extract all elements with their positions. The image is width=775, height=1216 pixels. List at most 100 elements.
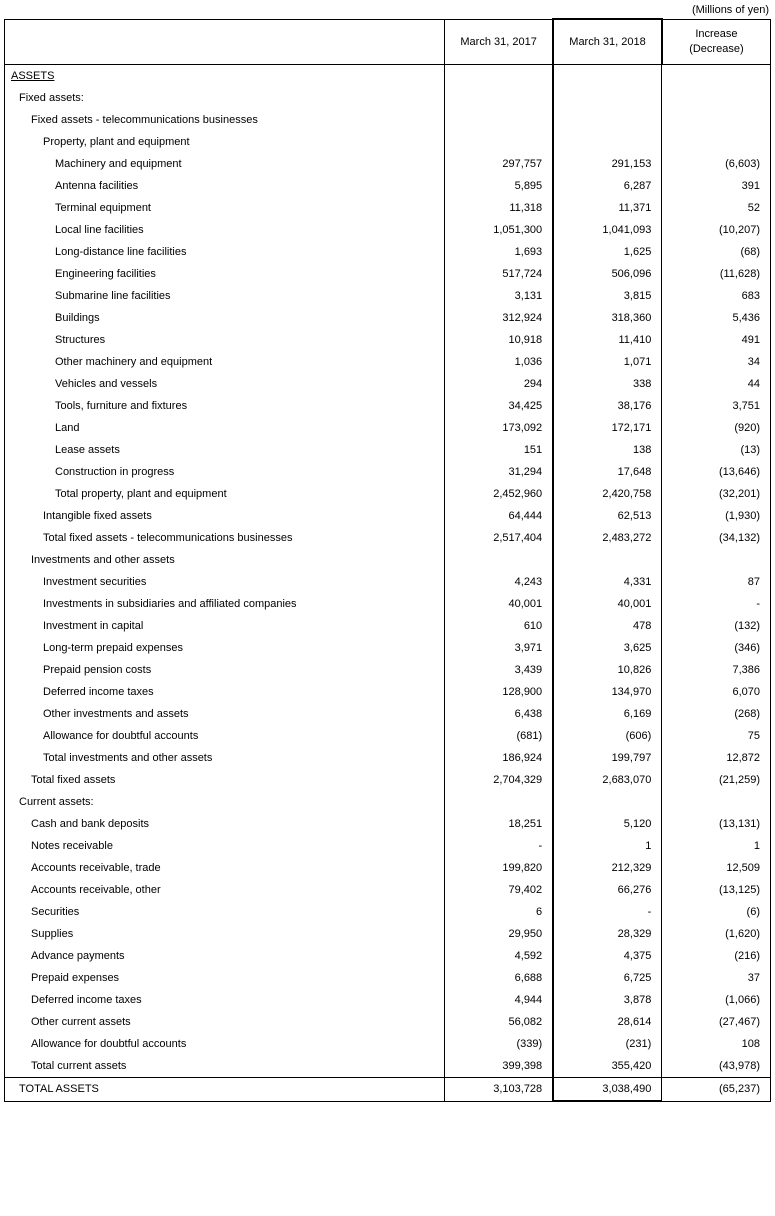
row-label: Supplies [5,923,445,945]
cell: 1 [553,835,662,857]
cell: 199,820 [445,857,554,879]
cell: (1,066) [662,989,771,1011]
cell: 4,944 [445,989,554,1011]
table-row: Fixed assets: [5,87,771,109]
table-row: Other investments and assets6,4386,169(2… [5,703,771,725]
cell: 2,483,272 [553,527,662,549]
section-title-row: ASSETS [5,65,771,88]
cell: 1,693 [445,241,554,263]
cell: 212,329 [553,857,662,879]
row-label: Deferred income taxes [5,989,445,1011]
header-col2: March 31, 2018 [553,19,662,65]
cell: 28,614 [553,1011,662,1033]
cell [662,791,771,813]
cell [662,131,771,153]
cell: 79,402 [445,879,554,901]
cell [445,65,554,88]
table-row: Engineering facilities517,724506,096(11,… [5,263,771,285]
cell [445,131,554,153]
cell: 6 [445,901,554,923]
row-label: Investments in subsidiaries and affiliat… [5,593,445,615]
cell [553,791,662,813]
row-label: Notes receivable [5,835,445,857]
cell [662,549,771,571]
table-body: ASSETS Fixed assets:Fixed assets - telec… [5,65,771,1102]
row-label: Total current assets [5,1055,445,1078]
table-row: Total property, plant and equipment2,452… [5,483,771,505]
cell: 5,895 [445,175,554,197]
cell: (681) [445,725,554,747]
cell: (13,125) [662,879,771,901]
table-row: Lease assets151138(13) [5,439,771,461]
cell: 3,103,728 [445,1078,554,1102]
cell: (1,620) [662,923,771,945]
row-label: Investments and other assets [5,549,445,571]
row-label: Long-distance line facilities [5,241,445,263]
table-row: Buildings312,924318,3605,436 [5,307,771,329]
row-label: Fixed assets: [5,87,445,109]
cell: 75 [662,725,771,747]
cell [553,549,662,571]
row-label: Total fixed assets [5,769,445,791]
cell: 391 [662,175,771,197]
cell: (346) [662,637,771,659]
cell: 3,038,490 [553,1078,662,1102]
cell: 186,924 [445,747,554,769]
table-row: Submarine line facilities3,1313,815683 [5,285,771,307]
cell: (339) [445,1033,554,1055]
cell: 6,070 [662,681,771,703]
row-label: Property, plant and equipment [5,131,445,153]
table-row: Fixed assets - telecommunications busine… [5,109,771,131]
table-row: Prepaid expenses6,6886,72537 [5,967,771,989]
table-row: Long-distance line facilities1,6931,625(… [5,241,771,263]
cell: 10,918 [445,329,554,351]
row-label: Total investments and other assets [5,747,445,769]
cell: (68) [662,241,771,263]
cell: 11,410 [553,329,662,351]
cell [662,65,771,88]
row-label: Land [5,417,445,439]
cell: 29,950 [445,923,554,945]
cell: (65,237) [662,1078,771,1102]
cell: 2,683,070 [553,769,662,791]
cell: (1,930) [662,505,771,527]
cell: (27,467) [662,1011,771,1033]
cell: - [553,901,662,923]
row-label: Machinery and equipment [5,153,445,175]
cell: 4,331 [553,571,662,593]
cell: 683 [662,285,771,307]
cell: 294 [445,373,554,395]
section-title: ASSETS [5,65,445,88]
cell: 338 [553,373,662,395]
row-label: Engineering facilities [5,263,445,285]
table-row: Deferred income taxes128,900134,9706,070 [5,681,771,703]
cell: 399,398 [445,1055,554,1078]
cell: (10,207) [662,219,771,241]
cell: 2,704,329 [445,769,554,791]
table-row: Allowance for doubtful accounts(339)(231… [5,1033,771,1055]
table-row: Long-term prepaid expenses3,9713,625(346… [5,637,771,659]
table-row: Advance payments4,5924,375(216) [5,945,771,967]
cell: (920) [662,417,771,439]
table-row: Accounts receivable, other79,40266,276(1… [5,879,771,901]
table-row: Other current assets56,08228,614(27,467) [5,1011,771,1033]
table-row: Other machinery and equipment1,0361,0713… [5,351,771,373]
cell: 517,724 [445,263,554,285]
cell: 291,153 [553,153,662,175]
table-row: Terminal equipment11,31811,37152 [5,197,771,219]
cell: (32,201) [662,483,771,505]
cell: 1 [662,835,771,857]
cell: 5,120 [553,813,662,835]
cell: 1,071 [553,351,662,373]
cell: 11,318 [445,197,554,219]
cell: 318,360 [553,307,662,329]
cell: 491 [662,329,771,351]
row-label: Accounts receivable, other [5,879,445,901]
cell: (34,132) [662,527,771,549]
row-label: Investment securities [5,571,445,593]
row-label: Current assets: [5,791,445,813]
table-row: Structures10,91811,410491 [5,329,771,351]
cell: 7,386 [662,659,771,681]
row-label: Allowance for doubtful accounts [5,1033,445,1055]
row-label: Other investments and assets [5,703,445,725]
